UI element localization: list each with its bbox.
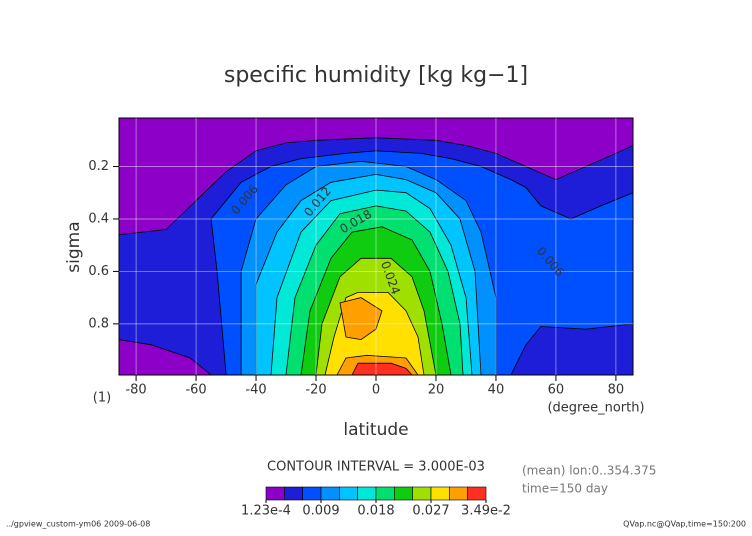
contour-interval: CONTOUR INTERVAL = 3.000E-03 <box>267 460 485 475</box>
colorbar-box <box>449 486 468 501</box>
x-tick-label: 20 <box>428 383 445 398</box>
colorbar-box <box>412 486 432 501</box>
colorbar-box <box>265 486 285 501</box>
colorbar-tick-label: 0.018 <box>357 504 394 519</box>
colorbar-tick-label: 1.23e-4 <box>241 504 291 519</box>
colorbar-box <box>357 486 377 501</box>
note: time=150 day <box>522 482 608 496</box>
colorbar-tick-label: 0.009 <box>302 504 339 519</box>
colorbar-tick-label: 3.49e-2 <box>461 504 511 519</box>
colorbar-box <box>394 486 413 501</box>
colorbar-box <box>320 486 340 501</box>
y-tick-label: 0.2 <box>88 159 109 174</box>
x-tick-label: -80 <box>125 383 146 398</box>
chart-title: specific humidity [kg kg−1] <box>224 63 528 88</box>
y-units: (1) <box>93 391 111 406</box>
note: (mean) lon:0..354.375 <box>522 464 656 478</box>
colorbar-tick-label: 0.027 <box>412 504 449 519</box>
colorbar-box <box>430 486 450 501</box>
y-tick-label: 0.8 <box>88 316 109 331</box>
colorbar-box <box>467 486 487 501</box>
y-axis-label: sigma <box>64 221 84 272</box>
colorbar-box <box>339 486 358 501</box>
y-tick-label: 0.6 <box>88 264 109 279</box>
x-tick-label: -40 <box>245 383 266 398</box>
colorbar-box <box>302 486 322 501</box>
footer-right: QVap.nc@QVap,time=150:200 <box>623 520 746 529</box>
y-tick-label: 0.4 <box>88 211 109 226</box>
colorbar-box <box>375 486 395 501</box>
x-tick-label: -20 <box>305 383 326 398</box>
colorbar-box <box>284 486 303 501</box>
x-tick-label: 0 <box>372 383 380 398</box>
x-tick-label: -60 <box>185 383 206 398</box>
x-tick-label: 80 <box>608 383 625 398</box>
x-units: (degree_north) <box>547 401 644 416</box>
x-axis-label: latitude <box>343 420 408 440</box>
x-tick-label: 40 <box>488 383 505 398</box>
footer-left: ../gpview_custom-ym06 2009-06-08 <box>6 520 150 529</box>
x-tick-label: 60 <box>548 383 565 398</box>
